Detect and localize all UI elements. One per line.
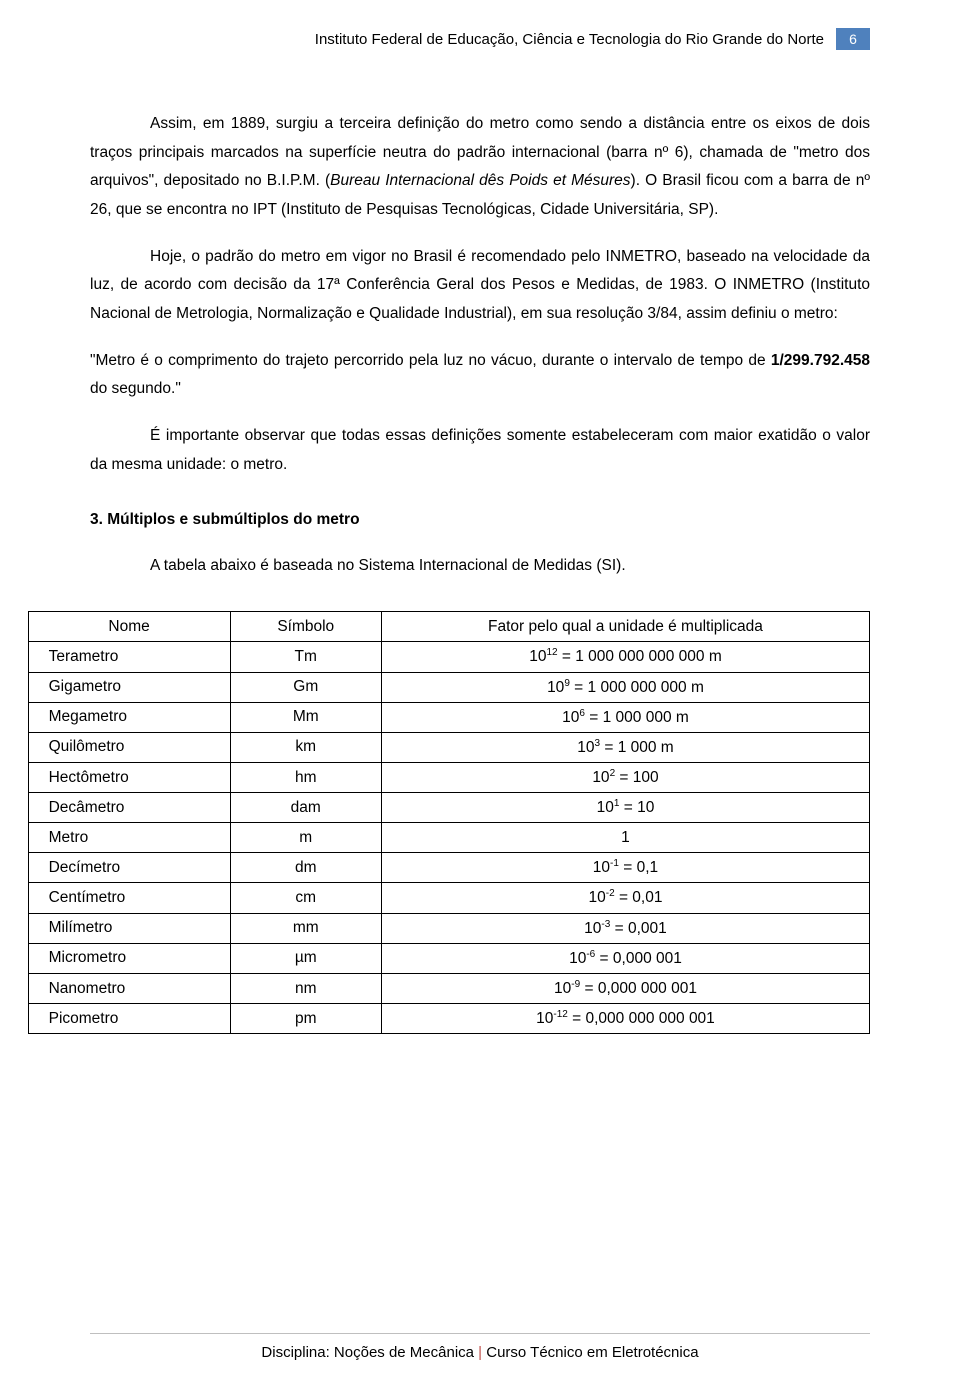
- quote-bold: 1/299.792.458: [771, 352, 870, 369]
- table-intro: A tabela abaixo é baseada no Sistema Int…: [150, 557, 870, 575]
- cell-symbol: µm: [230, 943, 381, 973]
- table-row: Picometropm10-12 = 0,000 000 000 001: [28, 1004, 869, 1034]
- header-title: Instituto Federal de Educação, Ciência e…: [315, 31, 824, 48]
- cell-name: Metro: [28, 823, 230, 853]
- cell-factor: 1012 = 1 000 000 000 000 m: [381, 642, 869, 672]
- footer-sep: |: [474, 1344, 486, 1361]
- p2-text: Hoje, o padrão do metro em vigor no Bras…: [90, 248, 870, 322]
- cell-factor: 10-3 = 0,001: [381, 913, 869, 943]
- page-footer: Disciplina: Noções de Mecânica | Curso T…: [90, 1333, 870, 1361]
- th-factor: Fator pelo qual a unidade é multiplicada: [381, 612, 869, 642]
- cell-symbol: Tm: [230, 642, 381, 672]
- cell-factor: 103 = 1 000 m: [381, 732, 869, 762]
- cell-factor: 101 = 10: [381, 793, 869, 823]
- cell-factor: 10-2 = 0,01: [381, 883, 869, 913]
- cell-name: Hectômetro: [28, 763, 230, 793]
- cell-symbol: nm: [230, 973, 381, 1003]
- th-symbol: Símbolo: [230, 612, 381, 642]
- table-row: Hectômetrohm102 = 100: [28, 763, 869, 793]
- cell-name: Nanometro: [28, 973, 230, 1003]
- p1-italic: Bureau Internacional dês Poids et Mésure…: [330, 172, 630, 189]
- cell-factor: 10-12 = 0,000 000 000 001: [381, 1004, 869, 1034]
- table-row: Nanometronm10-9 = 0,000 000 001: [28, 973, 869, 1003]
- th-name: Nome: [28, 612, 230, 642]
- paragraph-2: Hoje, o padrão do metro em vigor no Bras…: [90, 243, 870, 329]
- cell-name: Micrometro: [28, 943, 230, 973]
- table-row: Micrometroµm10-6 = 0,000 001: [28, 943, 869, 973]
- quote-text-a: "Metro é o comprimento do trajeto percor…: [90, 352, 771, 369]
- units-table: Nome Símbolo Fator pelo qual a unidade é…: [28, 611, 870, 1034]
- cell-symbol: hm: [230, 763, 381, 793]
- cell-factor: 106 = 1 000 000 m: [381, 702, 869, 732]
- cell-factor: 10-1 = 0,1: [381, 853, 869, 883]
- table-row: GigametroGm109 = 1 000 000 000 m: [28, 672, 869, 702]
- table-row: Decímetrodm10-1 = 0,1: [28, 853, 869, 883]
- table-row: Milímetromm10-3 = 0,001: [28, 913, 869, 943]
- table-row: TerametroTm1012 = 1 000 000 000 000 m: [28, 642, 869, 672]
- cell-name: Megametro: [28, 702, 230, 732]
- cell-factor: 10-6 = 0,000 001: [381, 943, 869, 973]
- cell-name: Quilômetro: [28, 732, 230, 762]
- cell-symbol: m: [230, 823, 381, 853]
- table-row: Quilômetrokm103 = 1 000 m: [28, 732, 869, 762]
- footer-left: Disciplina: Noções de Mecânica: [261, 1344, 474, 1361]
- cell-name: Centímetro: [28, 883, 230, 913]
- cell-name: Gigametro: [28, 672, 230, 702]
- cell-symbol: dm: [230, 853, 381, 883]
- p3-text: É importante observar que todas essas de…: [90, 427, 870, 473]
- cell-factor: 10-9 = 0,000 000 001: [381, 973, 869, 1003]
- cell-name: Milímetro: [28, 913, 230, 943]
- cell-factor: 109 = 1 000 000 000 m: [381, 672, 869, 702]
- cell-factor: 102 = 100: [381, 763, 869, 793]
- footer-right: Curso Técnico em Eletrotécnica: [486, 1344, 698, 1361]
- table-row: Decâmetrodam101 = 10: [28, 793, 869, 823]
- table-row: Centímetrocm10-2 = 0,01: [28, 883, 869, 913]
- table-row: MegametroMm106 = 1 000 000 m: [28, 702, 869, 732]
- cell-name: Decímetro: [28, 853, 230, 883]
- cell-symbol: mm: [230, 913, 381, 943]
- section-heading: 3. Múltiplos e submúltiplos do metro: [90, 511, 870, 529]
- cell-symbol: Gm: [230, 672, 381, 702]
- page-number: 6: [836, 28, 870, 50]
- cell-symbol: Mm: [230, 702, 381, 732]
- cell-name: Decâmetro: [28, 793, 230, 823]
- quote-paragraph: "Metro é o comprimento do trajeto percor…: [90, 347, 870, 404]
- cell-name: Terametro: [28, 642, 230, 672]
- cell-factor: 1: [381, 823, 869, 853]
- table-header-row: Nome Símbolo Fator pelo qual a unidade é…: [28, 612, 869, 642]
- table-row: Metrom1: [28, 823, 869, 853]
- cell-symbol: dam: [230, 793, 381, 823]
- paragraph-3: É importante observar que todas essas de…: [90, 422, 870, 479]
- cell-symbol: cm: [230, 883, 381, 913]
- cell-symbol: pm: [230, 1004, 381, 1034]
- cell-name: Picometro: [28, 1004, 230, 1034]
- quote-text-b: do segundo.": [90, 380, 181, 397]
- cell-symbol: km: [230, 732, 381, 762]
- paragraph-1: Assim, em 1889, surgiu a terceira defini…: [90, 110, 870, 225]
- page-header: Instituto Federal de Educação, Ciência e…: [90, 0, 870, 50]
